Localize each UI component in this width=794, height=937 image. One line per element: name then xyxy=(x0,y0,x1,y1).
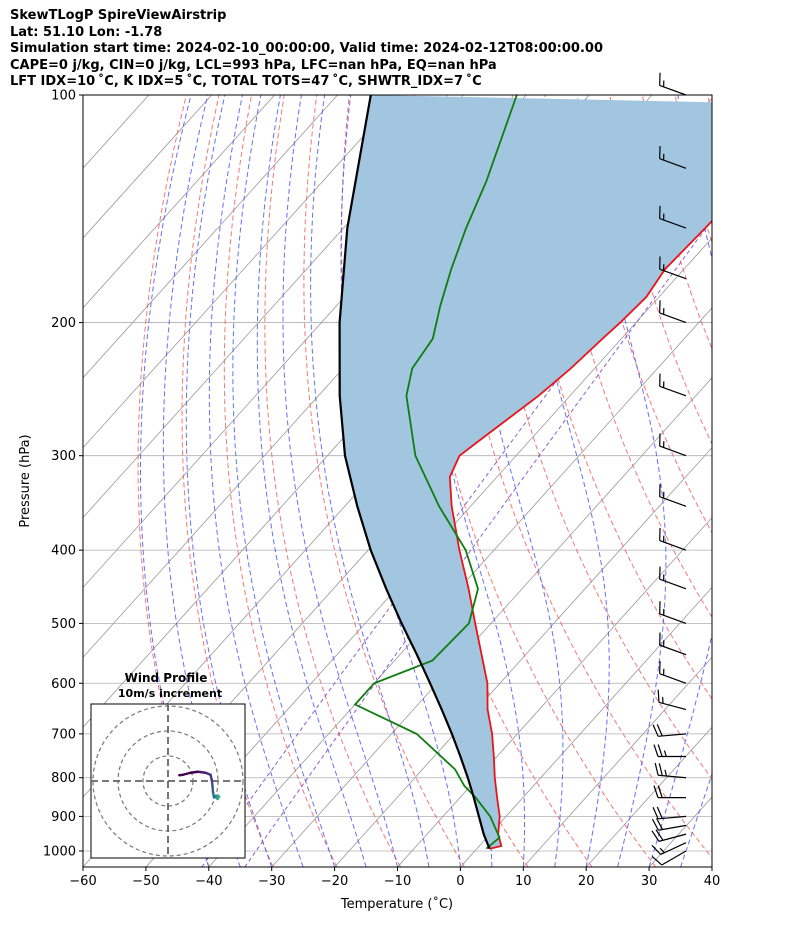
moist-adiabat-line xyxy=(514,95,610,867)
x-tick-label: 30 xyxy=(641,874,658,889)
wind-barb xyxy=(653,744,686,758)
wind-barb xyxy=(651,818,687,831)
wind-barb xyxy=(659,661,687,684)
y-tick-label: 800 xyxy=(51,771,76,786)
hodograph-segment xyxy=(196,770,207,774)
moist-adiabat-line xyxy=(680,772,712,867)
stability-indices-line: CAPE=0 j/kg, CIN=0 j/kg, LCL=993 hPa, LF… xyxy=(10,57,497,73)
x-tick-label: −20 xyxy=(321,874,348,889)
wind-barb xyxy=(659,146,687,169)
temperature-line xyxy=(448,219,712,850)
dry-adiabat-line xyxy=(303,95,465,867)
x-tick-label: 20 xyxy=(578,874,595,889)
wind-barb xyxy=(659,300,687,324)
y-tick-label: 400 xyxy=(51,544,76,559)
moist-adiabat-line xyxy=(185,95,273,867)
x-tick-label: 0 xyxy=(456,874,464,889)
hodograph-plot xyxy=(90,703,246,859)
dewpoint-line xyxy=(353,95,518,850)
moist-adiabat-line xyxy=(310,95,430,867)
hodograph-title: Wind Profile xyxy=(125,671,208,685)
isotherm-line xyxy=(334,447,712,867)
wind-barb xyxy=(659,433,687,457)
y-tick-label: 1000 xyxy=(43,844,76,859)
dry-adiabat-line xyxy=(544,95,712,619)
isotherm-line xyxy=(460,586,712,867)
wind-barb xyxy=(654,762,687,779)
dry-adiabat-line xyxy=(264,95,402,867)
simulation-time-line: Simulation start time: 2024-02-10_00:00:… xyxy=(10,41,603,56)
moist-adiabat-line xyxy=(208,95,304,867)
wind-barb xyxy=(659,601,687,624)
isotherm-line xyxy=(585,726,712,867)
wind-barb xyxy=(659,484,687,507)
moist-adiabat-line xyxy=(282,95,398,867)
x-tick-label: −40 xyxy=(195,874,222,889)
x-tick-label: 40 xyxy=(704,874,721,889)
isotherm-line xyxy=(83,95,401,449)
y-tick-label: 700 xyxy=(51,727,76,742)
wind-barb xyxy=(652,724,687,737)
wind-barb xyxy=(659,632,687,656)
wind-barb xyxy=(652,806,687,820)
x-tick-label: −30 xyxy=(258,874,285,889)
x-tick-label: −60 xyxy=(69,874,96,889)
wind-barb xyxy=(651,850,687,866)
hodograph-segment xyxy=(178,773,185,777)
isotherm-line xyxy=(397,516,712,867)
y-tick-label: 100 xyxy=(51,89,76,104)
lifted-indices-line: LFT IDX=10 ˚C, K IDX=5 ˚C, TOTAL TOTS=47… xyxy=(10,74,482,89)
wind-barb xyxy=(659,527,687,551)
isotherm-line xyxy=(271,377,712,867)
wind-barb xyxy=(651,829,687,842)
hodograph-subtitle: 10m/s increment xyxy=(118,687,222,700)
isotherm-line xyxy=(83,95,338,379)
y-tick-label: 300 xyxy=(51,449,76,464)
isotherm-line xyxy=(145,237,712,867)
hodograph-segment xyxy=(181,771,192,776)
x-tick-label: −50 xyxy=(132,874,159,889)
chart-title: SkewTLogP SpireViewAirstrip xyxy=(10,8,227,23)
location-line: Lat: 51.10 Lon: -1.78 xyxy=(10,24,163,40)
dry-adiabat-line xyxy=(223,95,338,867)
dry-adiabat-line xyxy=(181,95,274,867)
dry-adiabat-line xyxy=(511,95,712,700)
wind-barb xyxy=(659,205,687,229)
wind-barb xyxy=(657,689,687,711)
isotherm-line xyxy=(83,95,212,239)
dry-adiabat-line xyxy=(609,95,712,446)
y-tick-label: 900 xyxy=(51,810,76,825)
isotherm-line xyxy=(208,307,712,867)
y-axis-label: Pressure (hPa) xyxy=(18,434,33,527)
x-tick-label: −10 xyxy=(384,874,411,889)
wind-barbs xyxy=(651,72,687,866)
wind-barb xyxy=(659,72,687,96)
wind-barb xyxy=(659,256,687,280)
mixing-ratio-line xyxy=(244,219,712,867)
moist-adiabat-line xyxy=(232,95,336,867)
y-tick-label: 200 xyxy=(51,316,76,331)
parcel-profile-line xyxy=(338,95,491,850)
moist-adiabat-line xyxy=(585,95,667,867)
x-axis-label: Temperature (˚C) xyxy=(340,896,453,912)
profile-lines xyxy=(338,95,712,850)
moist-adiabat-line xyxy=(256,95,367,867)
wind-barb xyxy=(651,842,687,856)
isotherm-line xyxy=(83,95,275,309)
y-tick-label: 500 xyxy=(51,617,76,632)
wind-barb xyxy=(653,785,686,799)
x-tick-label: 10 xyxy=(515,874,532,889)
wind-barb xyxy=(659,373,687,397)
chart-title-block: SkewTLogP SpireViewAirstrip Lat: 51.10 L… xyxy=(10,8,603,91)
isotherm-line xyxy=(523,656,712,867)
hodograph-segment xyxy=(189,770,200,774)
wind-barb xyxy=(659,566,687,590)
axes: −60 −50 −40 −30 −20 −10 0 10 20 30 40 1000 900 800 700… xyxy=(43,89,720,890)
y-tick-label: 600 xyxy=(51,677,76,692)
